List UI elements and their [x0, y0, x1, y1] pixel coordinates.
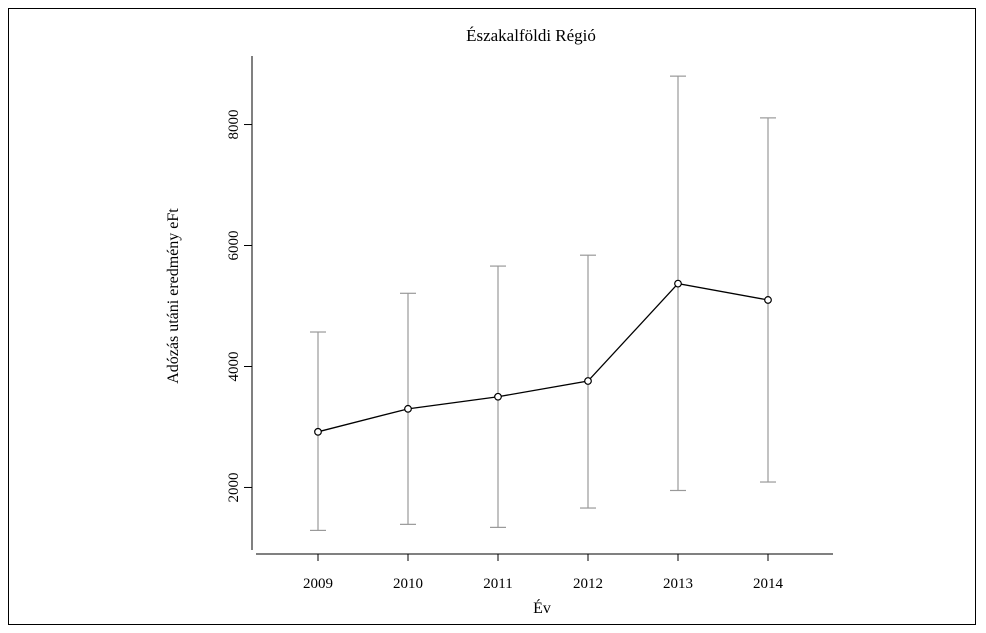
data-point	[404, 404, 412, 413]
series-line	[317, 282, 769, 433]
x-tick-label: 2009	[303, 576, 333, 592]
chart-frame	[8, 8, 976, 625]
data-point	[674, 279, 682, 288]
y-tick-label: 4000	[226, 351, 242, 381]
data-point	[764, 296, 772, 304]
x-axis-label: Év	[533, 598, 551, 617]
y-tick-label: 2000	[226, 472, 242, 502]
y-tick-label: 8000	[226, 110, 242, 140]
data-points	[314, 279, 772, 436]
series-line-group	[317, 282, 769, 433]
x-tick-label: 2010	[393, 576, 423, 592]
y-axis-label: Adózás utáni eredmény eFt	[165, 208, 182, 384]
y-tick-label: 6000	[226, 231, 242, 261]
axes: 2000 4000 6000 8000 2009 2010 2011 2012 2013 2014	[226, 56, 833, 592]
error-bars	[310, 75, 776, 532]
chart-title: Északalföldi Régió	[466, 26, 596, 45]
data-point	[314, 427, 322, 436]
data-point	[494, 392, 502, 401]
data-point	[584, 377, 592, 385]
x-tick-label: 2013	[663, 576, 693, 592]
x-tick-label: 2012	[573, 576, 603, 592]
x-tick-label: 2014	[753, 576, 784, 592]
x-tick-label: 2011	[483, 576, 512, 592]
